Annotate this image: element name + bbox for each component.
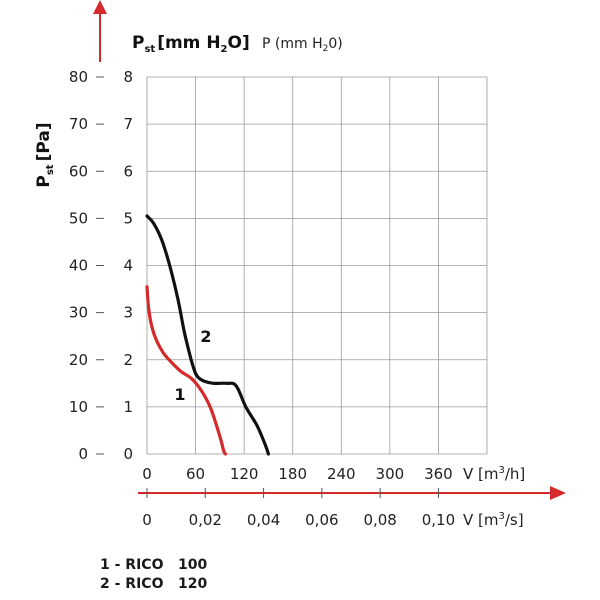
curve-series-2 — [145, 214, 270, 456]
x-tick-label-m3h: 0 — [142, 465, 152, 483]
y-tick-label-pa: 10 — [69, 398, 88, 416]
x-tick-label-m3s: 0,04 — [247, 511, 280, 529]
y-tick-label-pa: 50 — [69, 209, 88, 227]
x-tick-label-m3h: 240 — [327, 465, 356, 483]
curve-label-2: 2 — [200, 327, 211, 346]
x-tick-label-m3s: 0,06 — [305, 511, 338, 529]
pst-pa-axis-title: Pst[Pa] — [34, 122, 56, 187]
legend-item-value: 120 — [178, 576, 208, 592]
curve-series-1 — [145, 285, 228, 456]
curve-label-1: 1 — [174, 385, 185, 404]
y-tick-label-mm: 1 — [123, 398, 133, 416]
y-axis-arrow — [93, 0, 107, 62]
y-tick-label-pa: 0 — [78, 445, 88, 463]
x-tick-label-m3h: 120 — [230, 465, 259, 483]
legend-item: 1 - RICO 100 — [100, 556, 207, 575]
y-tick-label-pa: 60 — [69, 162, 88, 180]
y-tick-label-mm: 6 — [123, 162, 133, 180]
y-tick-label-mm: 4 — [123, 257, 133, 275]
grid — [146, 76, 488, 455]
y-tick-label-mm: 8 — [123, 68, 133, 86]
y-tick-label-mm: 2 — [123, 351, 133, 369]
curves: 12 — [145, 214, 270, 456]
y-tick-label-mm: 5 — [123, 209, 133, 227]
x-tick-label-m3h: 360 — [424, 465, 453, 483]
x-tick-label-m3h: 300 — [376, 465, 405, 483]
y-tick-label-pa: 70 — [69, 115, 88, 133]
y-tick-label-pa: 80 — [69, 68, 88, 86]
x-tick-label-m3h: 180 — [278, 465, 307, 483]
x-tick-label-m3h: 60 — [186, 465, 205, 483]
legend-item-name: 2 - RICO — [100, 576, 164, 592]
x-tick-label-m3s: 0,10 — [422, 511, 455, 529]
x-tick-label-m3s: 0,02 — [189, 511, 222, 529]
y-tick-label-mm: 0 — [123, 445, 133, 463]
x-axis-label-m3h: V [m3/h] — [463, 465, 525, 483]
legend: 1 - RICO 100 2 - RICO 120 — [100, 556, 207, 594]
x-ticks-m3s: 0 0,02 0,04 0,06 0,08 0,10 — [142, 488, 455, 529]
pst-mm-axis-title: Pst [mm H2O] — [132, 33, 250, 55]
legend-item: 2 - RICO 120 — [100, 575, 207, 594]
legend-item-name: 1 - RICO — [100, 557, 164, 573]
y-tick-label-mm: 3 — [123, 304, 133, 322]
y-tick-label-pa: 30 — [69, 304, 88, 322]
x-axis-arrow — [138, 486, 566, 500]
p-mm-axis-title: P (mm H20) — [262, 36, 343, 54]
legend-item-value: 100 — [178, 557, 208, 573]
y-ticks-pa: 80 70 60 50 40 30 20 10 0 — [69, 68, 104, 463]
y-ticks-mm: 8 7 6 5 4 3 2 1 0 — [123, 68, 133, 463]
x-tick-label-m3s: 0,08 — [363, 511, 396, 529]
y-tick-label-pa: 40 — [69, 257, 88, 275]
y-tick-label-mm: 7 — [123, 115, 133, 133]
x-tick-label-m3s: 0 — [142, 511, 152, 529]
y-tick-label-pa: 20 — [69, 351, 88, 369]
x-ticks-m3h: 0 60 120 180 240 300 360 — [142, 465, 453, 483]
x-axis-label-m3s: V [m3/s] — [463, 511, 524, 529]
